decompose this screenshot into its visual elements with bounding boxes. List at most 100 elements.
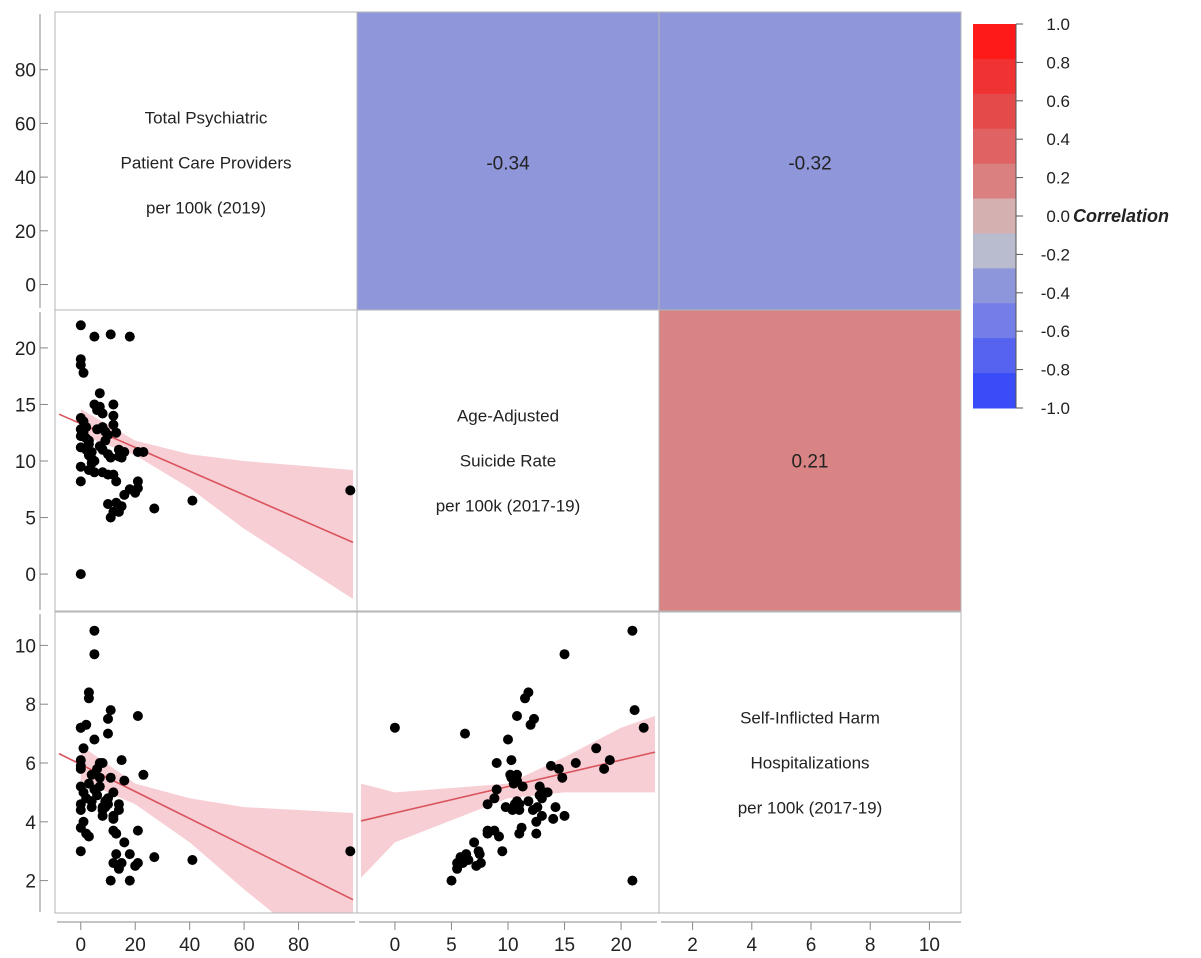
data-point bbox=[460, 728, 470, 739]
data-point bbox=[111, 828, 122, 839]
y-tick-label: 5 bbox=[25, 509, 36, 530]
data-point bbox=[108, 419, 119, 430]
data-point bbox=[591, 743, 602, 754]
matrix-cell-providers-providers: Total Psychiatric Patient Care Providers p… bbox=[54, 11, 358, 314]
data-point bbox=[94, 772, 105, 783]
legend-tick-label: 0.2 bbox=[1046, 169, 1070, 188]
x-tick-label: 40 bbox=[179, 935, 200, 956]
diagonal-cell-bg bbox=[55, 12, 357, 313]
data-point bbox=[149, 852, 160, 863]
data-point bbox=[75, 781, 86, 792]
matrix-cell-harm-suicide bbox=[356, 611, 660, 914]
data-point bbox=[105, 875, 116, 886]
data-point bbox=[92, 424, 103, 435]
diagonal-cell-bg bbox=[659, 612, 961, 913]
color-legend: 1.0 0.8 0.6 0.4 0.2 0.0 -0.2 -0.4 -0.6 -0.8 -1.0 Co… bbox=[973, 15, 1169, 418]
x-tick-label: 15 bbox=[554, 935, 575, 956]
diagonal-label-line: per 100k (2017-19) bbox=[436, 497, 581, 516]
diagonal-label-line: Self-Inflicted Harm bbox=[740, 709, 880, 728]
data-point bbox=[75, 320, 86, 331]
matrix-cells: Total Psychiatric Patient Care Providers p… bbox=[54, 11, 962, 914]
data-point bbox=[124, 875, 135, 886]
x-tick-label: 2 bbox=[687, 935, 698, 956]
diagonal-label-line: per 100k (2019) bbox=[146, 199, 266, 218]
legend-tick-label: -0.2 bbox=[1041, 245, 1070, 264]
cell-border bbox=[658, 309, 962, 612]
legend-title: Correlation bbox=[1073, 206, 1169, 226]
correlation-value-label: -0.32 bbox=[788, 154, 831, 175]
y-tick-label: 2 bbox=[25, 872, 36, 893]
data-point bbox=[108, 858, 119, 868]
confidence-band bbox=[361, 716, 655, 878]
y-tick-label: 40 bbox=[15, 168, 36, 189]
data-point bbox=[75, 846, 86, 857]
data-point bbox=[629, 705, 640, 716]
data-point bbox=[529, 713, 539, 724]
data-point bbox=[78, 367, 89, 378]
data-point bbox=[119, 775, 130, 786]
legend-tick-label: 1.0 bbox=[1046, 15, 1070, 34]
data-point bbox=[132, 825, 143, 836]
y-tick-label: 10 bbox=[15, 452, 36, 473]
data-point bbox=[108, 506, 119, 517]
data-point bbox=[108, 787, 119, 798]
data-point bbox=[116, 755, 127, 766]
data-point bbox=[514, 828, 525, 839]
scatter-plot-area bbox=[58, 320, 356, 599]
diagonal-label-line: Age-Adjusted bbox=[457, 407, 559, 426]
data-point bbox=[124, 331, 135, 342]
data-point bbox=[89, 734, 100, 745]
data-point bbox=[116, 452, 127, 463]
diagonal-label-line: Suicide Rate bbox=[460, 452, 556, 471]
data-point bbox=[105, 772, 116, 783]
data-point bbox=[469, 837, 480, 848]
x-tick-label: 10 bbox=[919, 935, 940, 956]
data-point bbox=[105, 329, 116, 340]
data-point bbox=[553, 763, 564, 774]
data-point bbox=[94, 388, 105, 399]
scatter-plot-area bbox=[360, 625, 656, 886]
data-point bbox=[75, 359, 86, 370]
data-point bbox=[491, 758, 502, 768]
data-point bbox=[463, 855, 474, 865]
data-point bbox=[89, 649, 100, 660]
matrix-cell-suicide-suicide: Age-Adjusted Suicide Rate per 100k (2017-1… bbox=[356, 309, 660, 612]
confidence-band bbox=[80, 745, 353, 913]
data-point bbox=[570, 758, 581, 768]
data-point bbox=[389, 722, 400, 733]
x-axis-harm: 2 4 6 8 10 bbox=[661, 921, 961, 956]
data-point bbox=[455, 852, 466, 863]
confidence-band bbox=[80, 409, 354, 599]
data-point bbox=[75, 461, 86, 472]
y-axis-suicide: 0 5 10 15 20 bbox=[15, 312, 48, 610]
data-point bbox=[512, 711, 522, 721]
x-tick-label: 8 bbox=[865, 935, 876, 956]
correlation-value-label: 0.21 bbox=[792, 452, 829, 473]
data-point bbox=[83, 693, 94, 704]
matrix-cell-suicide-harm: 0.21 bbox=[658, 309, 962, 612]
matrix-cell-providers-harm: -0.32 bbox=[658, 11, 962, 314]
legend-color-swatch bbox=[973, 163, 1016, 200]
data-point bbox=[523, 796, 534, 807]
data-point bbox=[89, 331, 100, 342]
data-point bbox=[345, 485, 356, 496]
legend-color-swatch bbox=[973, 338, 1016, 374]
matrix-cell-providers-suicide: -0.34 bbox=[356, 11, 660, 314]
data-point bbox=[92, 790, 103, 801]
x-tick-label: 4 bbox=[747, 935, 758, 956]
data-point bbox=[497, 846, 508, 857]
y-tick-label: 20 bbox=[15, 222, 36, 243]
data-point bbox=[345, 846, 356, 857]
data-point bbox=[116, 858, 127, 868]
data-point bbox=[514, 799, 525, 810]
correlation-cell-fill bbox=[659, 310, 961, 611]
x-tick-label: 0 bbox=[390, 935, 401, 956]
y-tick-label: 15 bbox=[15, 395, 36, 416]
data-point bbox=[489, 793, 500, 804]
y-tick-label: 0 bbox=[25, 276, 36, 297]
diagonal-label-line: Patient Care Providers bbox=[120, 154, 291, 173]
data-point bbox=[86, 802, 97, 813]
legend-color-swatch bbox=[973, 198, 1016, 234]
